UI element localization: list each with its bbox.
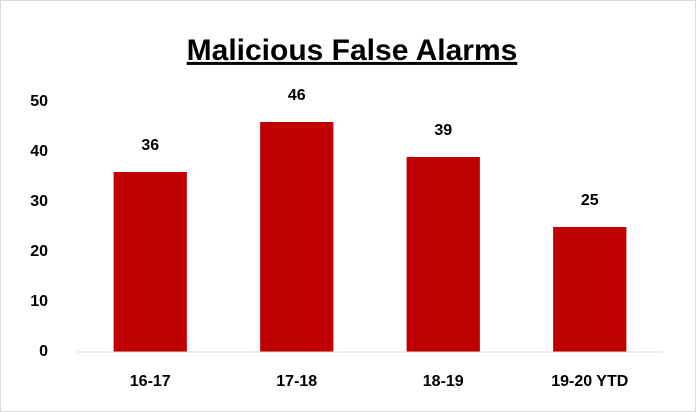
bar [113,172,187,352]
chart-title: Malicious False Alarms [187,34,518,67]
data-label: 36 [141,137,159,154]
data-label: 25 [581,192,599,209]
y-tick-label: 0 [39,343,48,360]
bar [260,122,334,352]
y-tick-label: 10 [30,293,48,310]
x-tick-label: 18-19 [423,373,464,390]
bar [406,157,480,352]
y-tick-label: 50 [30,93,48,110]
x-tick-label: 19-20 YTD [551,373,628,390]
y-tick-label: 30 [30,193,48,210]
y-tick-label: 20 [30,243,48,260]
y-tick-label: 40 [30,143,48,160]
bar [553,227,627,352]
data-label: 39 [434,122,452,139]
x-tick-label: 17-18 [276,373,317,390]
x-tick-label: 16-17 [130,373,171,390]
data-label: 46 [288,87,306,104]
